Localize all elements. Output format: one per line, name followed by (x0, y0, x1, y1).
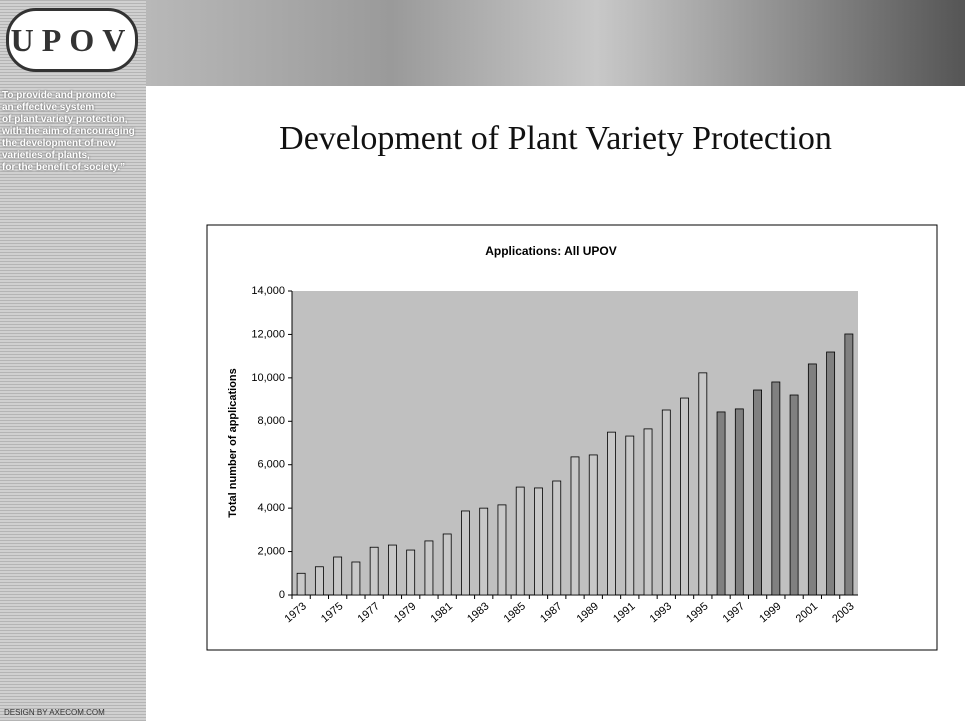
bar (644, 429, 652, 595)
bar (845, 334, 853, 595)
bar (754, 390, 762, 595)
bar (607, 432, 615, 595)
bar (461, 511, 469, 595)
bar (662, 410, 670, 595)
y-axis-label: Total number of applications (227, 368, 239, 518)
bar (735, 409, 743, 595)
bar (626, 436, 634, 595)
y-tick-label: 0 (279, 589, 285, 601)
y-tick-label: 2,000 (257, 545, 285, 557)
y-tick-label: 4,000 (257, 502, 285, 514)
bar (808, 364, 816, 595)
y-tick-label: 6,000 (257, 459, 285, 471)
bar (480, 508, 488, 595)
bar (589, 455, 597, 595)
bar (699, 373, 707, 595)
bar (498, 505, 506, 595)
chart: Applications: All UPOV Total number of a… (0, 0, 965, 721)
chart-title: Applications: All UPOV (485, 244, 617, 258)
bar (717, 412, 725, 595)
y-tick-label: 10,000 (251, 372, 285, 384)
bar (407, 550, 415, 595)
y-tick-label: 14,000 (251, 285, 285, 297)
bar (790, 395, 798, 595)
bar (443, 534, 451, 595)
bar (571, 457, 579, 595)
bar (334, 557, 342, 595)
bar (827, 352, 835, 595)
slide: To provide and promotean effective syste… (0, 0, 965, 721)
bar (534, 488, 542, 595)
bar (315, 567, 323, 595)
bar (516, 487, 524, 595)
bar (772, 382, 780, 595)
bar (553, 481, 561, 595)
y-tick-label: 8,000 (257, 415, 285, 427)
bar (681, 398, 689, 595)
y-tick-label: 12,000 (251, 328, 285, 340)
bar (370, 547, 378, 595)
bar (297, 573, 305, 595)
bar (388, 545, 396, 595)
bar (425, 541, 433, 595)
bar (352, 562, 360, 595)
